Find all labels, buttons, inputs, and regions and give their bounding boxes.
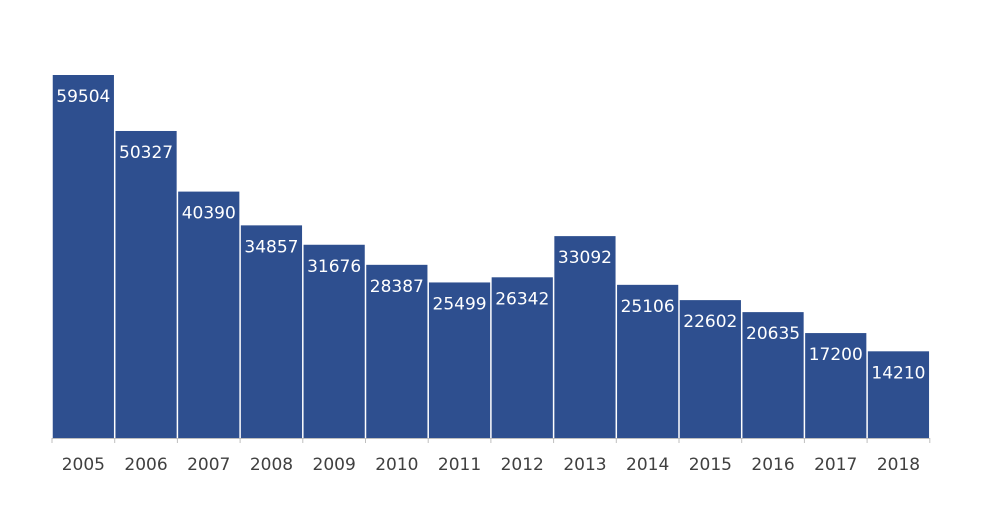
data-label-2015: 22602 xyxy=(683,312,737,332)
x-tick-label-2014: 2014 xyxy=(626,455,669,475)
bar-2018 xyxy=(867,351,930,438)
x-tick-label-2009: 2009 xyxy=(313,455,356,475)
x-tick-label-2011: 2011 xyxy=(438,455,481,475)
data-label-2017: 17200 xyxy=(809,345,863,365)
bar-2014 xyxy=(617,284,679,438)
x-tick-label-2005: 2005 xyxy=(62,455,105,475)
x-tick-label-2013: 2013 xyxy=(563,455,606,475)
bar-2010 xyxy=(366,264,428,438)
data-label-2018: 14210 xyxy=(871,363,925,383)
bar-2015 xyxy=(679,300,741,438)
data-labels-group: 59504 50327 40390 34857 31676 28387 25499 26342… xyxy=(56,87,925,383)
bar-2009 xyxy=(303,244,365,438)
bar-2012 xyxy=(491,277,553,438)
data-label-2005: 59504 xyxy=(56,87,110,107)
x-axis xyxy=(51,438,931,443)
data-label-2012: 26342 xyxy=(495,289,549,309)
data-label-2011: 25499 xyxy=(433,294,487,314)
data-label-2006: 50327 xyxy=(119,143,173,163)
bar-2011 xyxy=(428,282,491,438)
bar-2006 xyxy=(115,130,177,439)
bar-2013 xyxy=(554,236,616,438)
x-tick-label-2006: 2006 xyxy=(124,455,167,475)
data-label-2016: 20635 xyxy=(746,324,800,344)
bar-2017 xyxy=(805,333,867,438)
x-tick-label-2015: 2015 xyxy=(689,455,732,475)
data-label-2013: 33092 xyxy=(558,248,612,268)
data-label-2007: 40390 xyxy=(182,204,236,224)
x-tick-label-2016: 2016 xyxy=(751,455,794,475)
x-tick-label-2007: 2007 xyxy=(187,455,230,475)
bars-group xyxy=(52,75,930,439)
bar-2007 xyxy=(178,191,240,438)
data-label-2009: 31676 xyxy=(307,257,361,277)
data-label-2010: 28387 xyxy=(370,277,424,297)
bar-2005 xyxy=(52,75,114,438)
data-label-2008: 34857 xyxy=(244,237,298,257)
x-tick-labels-group: 2005 2006 2007 2008 2009 2010 2011 2012 2013 2014… xyxy=(62,455,920,475)
bar-2016 xyxy=(742,312,804,438)
data-label-2014: 25106 xyxy=(621,297,675,317)
x-tick-label-2008: 2008 xyxy=(250,455,293,475)
x-tick-label-2018: 2018 xyxy=(877,455,920,475)
x-tick-label-2010: 2010 xyxy=(375,455,418,475)
bar-2008 xyxy=(240,225,303,438)
x-tick-label-2012: 2012 xyxy=(501,455,544,475)
x-tick-label-2017: 2017 xyxy=(814,455,857,475)
